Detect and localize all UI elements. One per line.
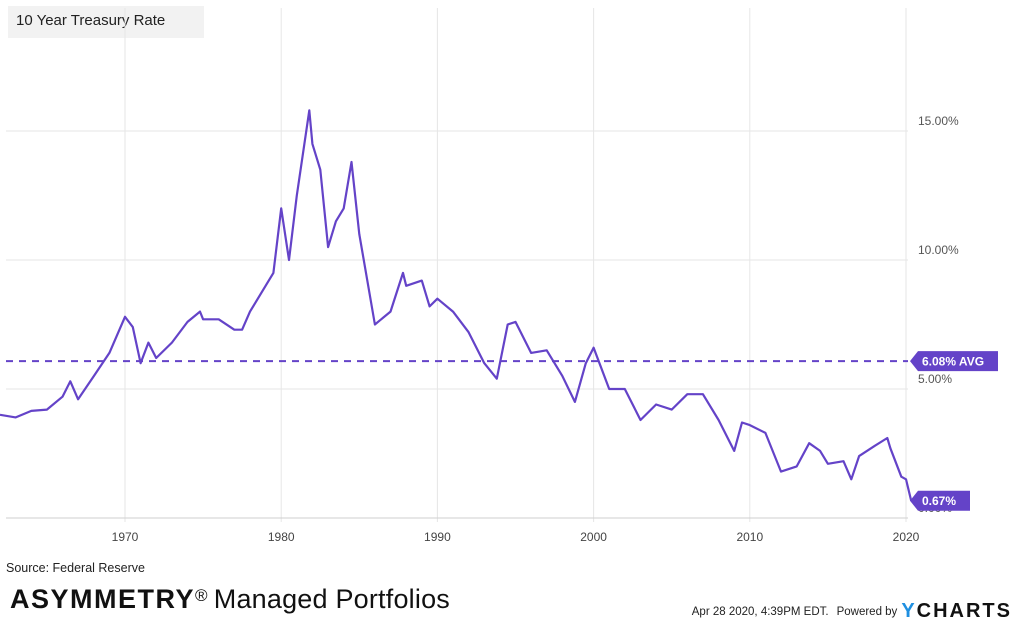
ycharts-logo-text: CHARTS bbox=[916, 600, 1012, 622]
last-value-tag-bg bbox=[910, 490, 970, 511]
chart-canvas: 1970198019902000201020200.00%5.00%10.00%… bbox=[0, 8, 998, 544]
ycharts-logo-y: Y bbox=[901, 600, 917, 622]
x-tick-label: 2020 bbox=[893, 530, 920, 544]
x-tick-label: 2000 bbox=[580, 530, 607, 544]
chart-title: 10 Year Treasury Rate bbox=[16, 12, 166, 29]
last-value-tag-text: 0.67% bbox=[922, 494, 956, 508]
average-value-tag-text: 6.08% AVG bbox=[922, 355, 984, 369]
last-value-tag: 0.67% bbox=[910, 490, 970, 511]
brand-logo: ASYMMETRY® Managed Portfolios bbox=[10, 584, 450, 615]
x-tick-label: 1990 bbox=[424, 530, 451, 544]
brand-name: ASYMMETRY bbox=[10, 584, 196, 614]
x-tick-label: 1980 bbox=[268, 530, 295, 544]
brand-subtitle: Managed Portfolios bbox=[213, 584, 450, 614]
x-tick-label: 1970 bbox=[112, 530, 139, 544]
y-tick-label: 5.00% bbox=[918, 372, 952, 386]
chart-title-box: 10 Year Treasury Rate bbox=[8, 6, 204, 38]
x-tick-label: 2010 bbox=[736, 530, 763, 544]
series-layer bbox=[0, 109, 913, 501]
label-layer: 6.08% AVG 0.67% bbox=[910, 351, 998, 511]
series-line bbox=[0, 109, 913, 501]
axis-layer: 1970198019902000201020200.00%5.00%10.00%… bbox=[6, 114, 959, 544]
average-value-tag-bg bbox=[910, 351, 998, 372]
y-tick-label: 10.00% bbox=[918, 243, 959, 257]
source-note: Source: Federal Reserve bbox=[6, 561, 145, 575]
y-tick-label: 15.00% bbox=[918, 114, 959, 128]
ycharts-logo[interactable]: YCHARTS bbox=[901, 600, 1012, 623]
footer: Apr 28 2020, 4:39PM EDT. Powered by YCHA… bbox=[692, 600, 1012, 623]
timestamp: Apr 28 2020, 4:39PM EDT. bbox=[691, 605, 829, 618]
average-value-tag: 6.08% AVG bbox=[910, 351, 998, 372]
grid-layer bbox=[6, 8, 908, 522]
powered-by-label: Powered by bbox=[836, 605, 898, 618]
registered-mark: ® bbox=[195, 586, 208, 605]
